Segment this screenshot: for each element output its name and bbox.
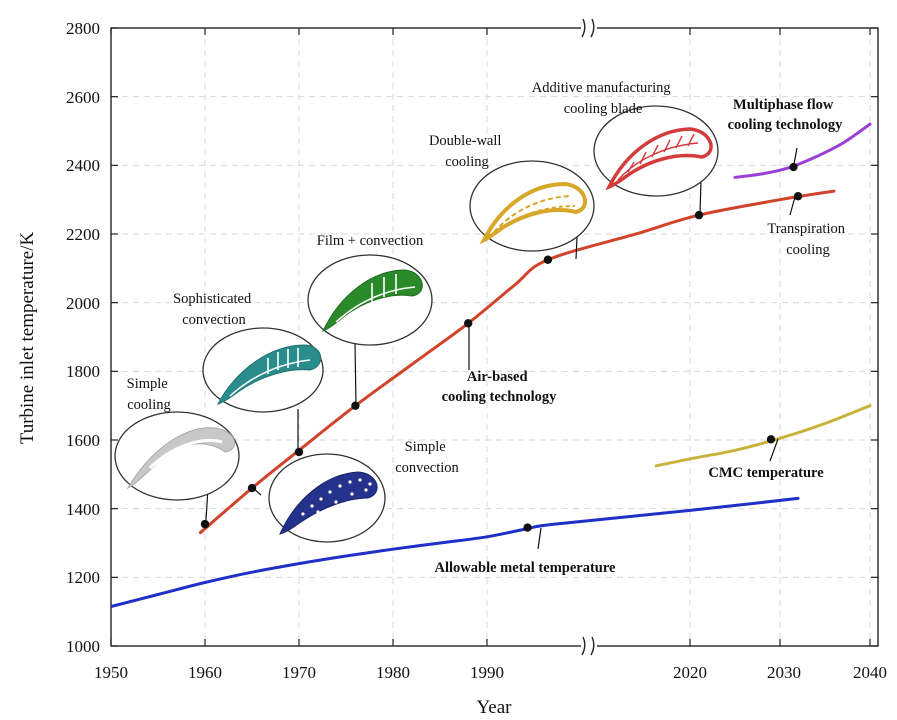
additive-manufacturing-blade-icon [605,127,713,191]
series-line-multiphase-flow-cooling-technology [733,122,872,179]
annotation-simple-convection: Simple convection [395,439,459,476]
data-point-air-based-cooling-technology [694,210,704,220]
plot-area-frame [110,27,879,647]
data-point-air-based-cooling-technology [543,255,553,264]
x-axis-title: Year [476,697,512,718]
y-axis-title: Turbine inlet temperature/K [17,231,38,444]
axis-break-bottom [581,636,597,656]
y-tick-label: 2200 [66,225,100,244]
x-tick-label: 2030 [767,663,801,682]
data-point-air-based-cooling-technology [351,401,360,410]
x-tick-label: 1990 [470,663,504,682]
y-tick-label: 1600 [66,431,100,450]
annotation-multiphase-flow: Multiphase flow cooling technology [728,97,844,133]
x-tick-label: 2020 [673,663,707,682]
double-wall-blade-bubble [469,160,595,252]
annotation-additive-manufacturing: Additive manufacturing cooling blade [532,80,675,117]
x-tick-label: 1980 [376,663,410,682]
data-point-air-based-cooling-technology [464,319,473,328]
y-tick-label: 1000 [66,637,100,656]
annotation-air-based: Air-based cooling technology [442,369,558,405]
annotation-simple-cooling: Simple cooling [127,376,172,413]
y-tick-label: 2000 [66,294,100,313]
annotation-allowable-metal: Allowable metal temperature [435,560,616,576]
axis-ticks [110,27,878,647]
leader-lines [205,147,798,550]
sophisticated-convection-blade-icon [216,344,322,405]
data-point-air-based-cooling-technology [200,519,210,529]
x-tick-label: 2040 [853,663,887,682]
double-wall-blade-icon [479,181,588,245]
y-tick-label: 1200 [66,568,100,587]
annotations: Simple cooling Sophisticated convection … [127,80,848,576]
film-convection-blade-bubble [307,254,433,346]
y-tick-label: 1400 [66,500,100,519]
x-tick-label: 1970 [282,663,316,682]
y-tick-label: 2400 [66,156,100,175]
annotation-double-wall: Double-wall cooling [429,133,505,170]
annotation-transpiration: Transpiration cooling [767,221,848,258]
x-tick-labels: 1950 1960 1970 1980 1990 2020 2030 2040 [94,663,887,682]
axis-break-top [581,18,597,38]
series-line-allowable-metal-temperature [111,496,800,608]
x-tick-label: 1950 [94,663,128,682]
y-tick-label: 2600 [66,88,100,107]
annotation-sophisticated-convection: Sophisticated convection [173,291,255,328]
y-tick-label: 2800 [66,19,100,38]
data-point-air-based-cooling-technology [247,483,257,493]
simple-convection-blade-icon [279,471,378,535]
series-line-cmc-temperature [654,404,872,468]
y-tick-labels: 1000 1200 1400 1600 1800 2000 2200 2400 … [66,19,100,656]
data-point-air-based-cooling-technology [294,447,304,457]
x-tick-label: 1960 [188,663,222,682]
data-point-allowable-metal-temperature [523,523,532,532]
series-layer [111,122,872,608]
annotation-film-convection: Film + convection [317,233,424,249]
sophisticated-convection-blade-bubble [202,327,324,413]
data-point-air-based-cooling-technology [793,192,803,201]
simple-cooling-blade-bubble [114,411,240,501]
y-tick-label: 1800 [66,362,100,381]
simple-convection-blade-bubble [268,453,386,543]
data-point-cmc-temperature [766,435,776,444]
data-point-multiphase-flow-cooling-technology [789,162,798,172]
annotation-cmc-temperature: CMC temperature [708,465,824,481]
additive-manufacturing-blade-bubble [593,105,719,197]
